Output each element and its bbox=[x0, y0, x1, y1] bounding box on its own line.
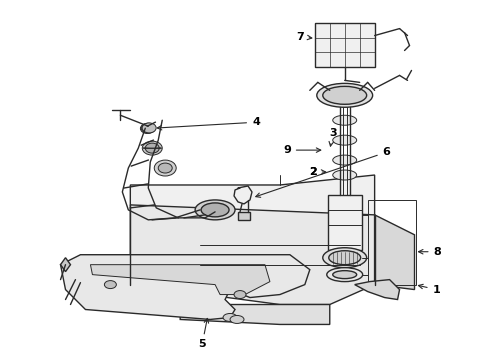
Bar bbox=[238, 212, 250, 220]
Polygon shape bbox=[375, 215, 415, 289]
Ellipse shape bbox=[234, 291, 246, 298]
Ellipse shape bbox=[104, 280, 116, 289]
Polygon shape bbox=[130, 175, 375, 245]
Text: 3: 3 bbox=[329, 128, 337, 146]
Ellipse shape bbox=[333, 155, 357, 165]
Bar bbox=[315, 23, 375, 67]
Text: 1: 1 bbox=[418, 284, 441, 294]
Ellipse shape bbox=[223, 314, 237, 321]
Ellipse shape bbox=[141, 123, 154, 134]
Text: 7: 7 bbox=[296, 32, 312, 41]
Ellipse shape bbox=[145, 143, 159, 153]
Ellipse shape bbox=[323, 248, 367, 268]
Text: 5: 5 bbox=[198, 318, 209, 349]
Polygon shape bbox=[355, 280, 399, 300]
Text: 6: 6 bbox=[256, 147, 391, 197]
Ellipse shape bbox=[333, 170, 357, 180]
Ellipse shape bbox=[141, 123, 155, 133]
Ellipse shape bbox=[333, 271, 357, 279]
Polygon shape bbox=[180, 305, 330, 324]
Text: 2: 2 bbox=[309, 167, 317, 177]
Text: 2: 2 bbox=[309, 167, 326, 177]
Polygon shape bbox=[61, 255, 310, 319]
Bar bbox=[368, 200, 416, 285]
Text: 8: 8 bbox=[418, 247, 441, 257]
Ellipse shape bbox=[154, 160, 176, 176]
Ellipse shape bbox=[333, 115, 357, 125]
Polygon shape bbox=[130, 205, 375, 305]
Ellipse shape bbox=[230, 315, 244, 323]
Ellipse shape bbox=[323, 86, 367, 104]
Polygon shape bbox=[61, 258, 71, 272]
Ellipse shape bbox=[329, 251, 361, 265]
Ellipse shape bbox=[142, 141, 162, 155]
Ellipse shape bbox=[317, 84, 372, 107]
Ellipse shape bbox=[333, 135, 357, 145]
Bar bbox=[328, 195, 362, 250]
Ellipse shape bbox=[327, 268, 363, 282]
Text: 9: 9 bbox=[283, 145, 321, 155]
Ellipse shape bbox=[201, 203, 229, 217]
Ellipse shape bbox=[142, 123, 156, 133]
Ellipse shape bbox=[158, 163, 172, 173]
Polygon shape bbox=[91, 265, 270, 294]
Text: 4: 4 bbox=[157, 117, 260, 130]
Ellipse shape bbox=[195, 200, 235, 220]
